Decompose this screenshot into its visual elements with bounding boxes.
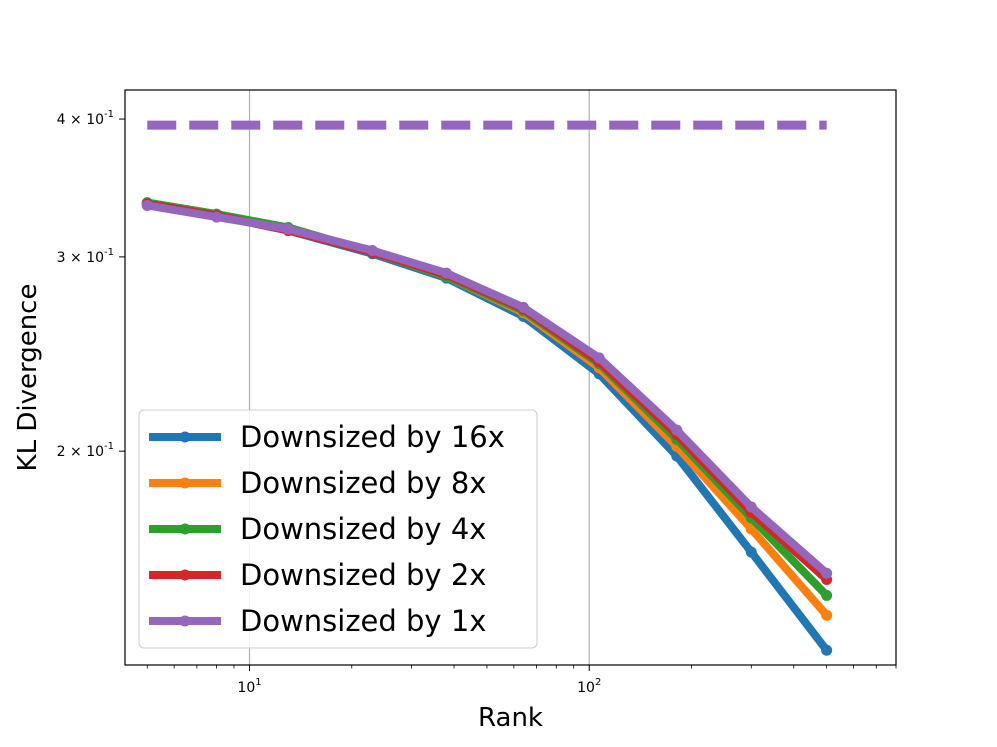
series-point xyxy=(440,267,452,279)
plot-frame xyxy=(124,89,897,666)
legend-label: Downsized by 2x xyxy=(240,558,486,592)
legend-marker xyxy=(179,431,191,443)
y-axis-label: KL Divergence xyxy=(13,284,43,472)
x-axis-label: Rank xyxy=(478,703,543,733)
series-point xyxy=(211,211,223,223)
series-point xyxy=(821,609,833,621)
legend-marker xyxy=(179,523,191,535)
series-point xyxy=(282,223,294,235)
legend-label: Downsized by 16x xyxy=(240,420,505,454)
legend-label: Downsized by 4x xyxy=(240,512,486,546)
y-tick-label: 2 × 10-1 xyxy=(57,441,114,460)
legend: Downsized by 16x Downsized by 8x Downsized… xyxy=(138,409,538,649)
series-point xyxy=(141,199,153,211)
legend-box xyxy=(138,409,538,649)
legend-label: Downsized by 8x xyxy=(240,466,486,500)
series-line xyxy=(146,201,830,577)
series-point xyxy=(821,567,833,579)
legend-marker xyxy=(179,569,191,581)
series-point xyxy=(821,589,833,601)
y-tick-label: 3 × 10-1 xyxy=(57,247,114,266)
x-tick-label: 102 xyxy=(577,677,601,696)
series-point xyxy=(517,301,529,313)
series-point xyxy=(745,501,757,513)
series-point xyxy=(745,546,757,558)
legend-label: Downsized by 1x xyxy=(240,604,486,638)
legend-item: Downsized by 16x xyxy=(149,420,505,454)
series-point xyxy=(671,424,683,436)
x-tick-label: 101 xyxy=(237,677,261,696)
legend-item: Downsized by 8x xyxy=(149,466,486,500)
series-point xyxy=(366,245,378,257)
legend-item: Downsized by 4x xyxy=(149,512,486,546)
legend-item: Downsized by 1x xyxy=(149,604,486,638)
series-point xyxy=(821,644,833,656)
series-5 xyxy=(141,199,833,579)
series-point xyxy=(593,352,605,364)
series-layer xyxy=(141,197,833,656)
legend-marker xyxy=(179,615,191,627)
legend-item: Downsized by 2x xyxy=(149,558,486,592)
legend-marker xyxy=(179,477,191,489)
y-tick-label: 4 × 10-1 xyxy=(57,109,114,128)
